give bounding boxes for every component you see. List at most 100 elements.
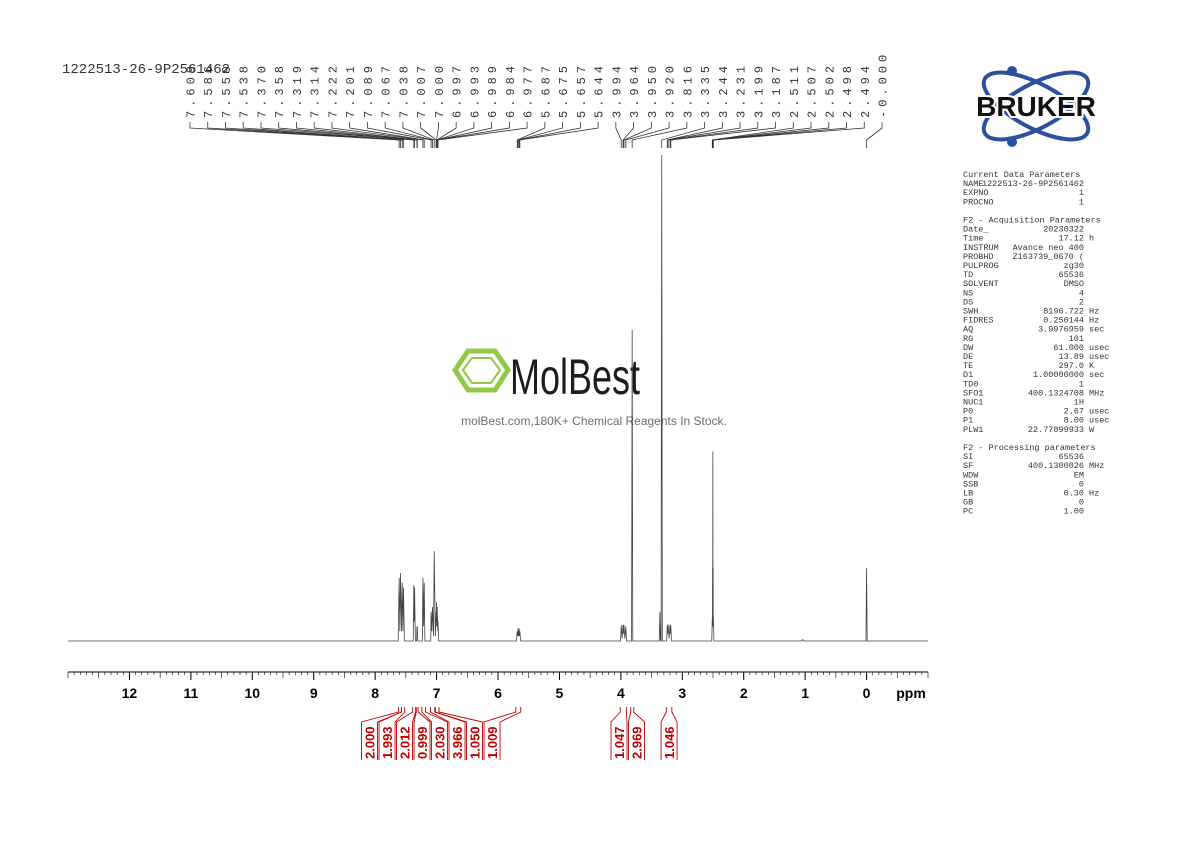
param-value: 1.00 [1064,507,1084,517]
peak-label: 6.984 [504,62,518,118]
param-value: 400.1300026 [1028,461,1084,471]
peak-label: 2.498 [841,62,855,118]
peak-label: 7.314 [309,62,323,118]
peak-label: 7.586 [202,62,216,118]
param-key: SF [963,461,973,471]
x-axis-label: ppm [896,685,926,701]
param-value: 13.89 [1058,352,1084,362]
peak-connector [313,122,418,148]
param-key: SFO1 [963,388,983,398]
peak-label: 7.609 [185,62,199,118]
integral-label: 1.993 [380,726,395,759]
peak-label: 7.370 [255,62,269,118]
peak-label: 7.319 [291,62,305,118]
param-unit: K [1089,361,1095,371]
param-value: 1 [1079,197,1084,207]
logo-orbit [981,70,1091,142]
param-value: 65536 [1058,270,1084,280]
peak-connector [207,122,401,148]
peak-label: 5.644 [593,62,607,118]
peak-label: 5.675 [557,62,571,118]
peak-connector [349,122,425,148]
param-key: SI [963,452,973,462]
integral-bracket [483,707,522,760]
param-unit: W [1089,425,1095,435]
integral-label: 2.012 [398,726,413,759]
param-value: 20230322 [1043,225,1084,235]
param-value: 61.000 [1053,343,1084,353]
peak-label: 2.502 [823,62,837,118]
watermark-icon [451,348,512,393]
param-value: 0.250144 [1043,316,1084,326]
param-key: RG [963,334,973,344]
param-value: 1 [1079,188,1084,198]
chart-title: 1222513-26-9P2561462 [62,62,230,78]
peak-label: 3.244 [717,62,731,118]
param-key: PROBHD [963,252,994,262]
integral-label: 1.047 [612,726,627,759]
peak-connector [242,122,404,148]
param-unit: usec [1089,352,1109,362]
integral-bracket [610,707,628,760]
integral-bracket [421,707,448,760]
peak-connector [667,122,741,148]
watermark-brand: MolBest [510,350,640,405]
x-tick-label: 0 [863,685,871,701]
param-value: DMSO [1064,279,1084,289]
peak-connector [622,122,634,148]
peak-connector [437,122,528,148]
param-value: 400.1324708 [1028,388,1084,398]
peak-connector [519,122,599,148]
param-key: SSB [963,479,978,489]
param-value: 17.12 [1058,234,1084,244]
peak-connector [189,122,400,148]
param-value: EM [1074,470,1084,480]
param-key: LB [963,489,973,499]
peak-connector [631,122,688,148]
peak-label: 2.494 [859,62,873,118]
peak-label: 7.538 [238,62,252,118]
param-key: DS [963,297,973,307]
param-key: SWH [963,307,978,317]
param-unit: Hz [1089,316,1099,326]
peak-label: 3.816 [681,62,695,118]
param-section-title: F2 - Processing parameters [963,443,1096,453]
param-key: DE [963,352,973,362]
peak-connector [712,122,865,148]
param-key: TD0 [963,379,978,389]
param-unit: h [1089,234,1094,244]
peak-label: 5.687 [539,62,553,118]
param-value: 0.30 [1064,489,1084,499]
param-unit: usec [1089,343,1109,353]
integral-bracket [396,707,417,760]
param-unit: usec [1089,416,1109,426]
param-key: FIDRES [963,316,994,326]
integral-label: 2.969 [630,726,645,759]
peak-label: -0.000 [877,51,891,118]
peak-connector [670,122,776,148]
param-key: TD [963,270,973,280]
peak-connector [331,122,424,148]
param-key: WDW [963,470,979,480]
peak-connector [367,122,432,148]
param-unit: usec [1089,407,1109,417]
peak-label: 7.007 [415,62,429,118]
param-value: 65536 [1058,452,1084,462]
param-section-title: F2 - Acquisition Parameters [963,216,1101,226]
param-key: INSTRUM [963,243,999,253]
param-unit: MHz [1089,461,1104,471]
peak-connector [260,122,415,148]
param-key: NAME [963,179,983,189]
x-tick-label: 7 [433,685,441,701]
param-key: Time [963,234,983,244]
peak-label: 3.199 [752,62,766,118]
x-tick-label: 2 [740,685,748,701]
peak-connector [661,122,705,148]
integral-label: 2.030 [433,726,448,759]
peak-connector [225,122,403,148]
param-section-title: Current Data Parameters [963,170,1080,180]
param-value: 4 [1079,288,1084,298]
x-tick-label: 8 [371,685,379,701]
x-tick-label: 1 [801,685,809,701]
